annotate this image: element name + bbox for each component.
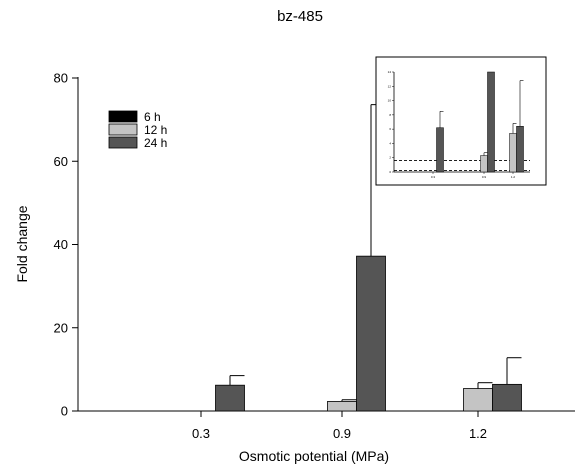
- y-tick-label: 20: [54, 320, 68, 335]
- inset-y-tick-label: 4: [389, 141, 391, 145]
- x-axis-label: Osmotic potential (MPa): [239, 448, 389, 464]
- inset-bar: [509, 133, 517, 173]
- y-tick-label: 0: [61, 404, 68, 419]
- legend-swatch: [108, 110, 138, 123]
- inset-y-tick-label: 8: [389, 113, 391, 117]
- inset-bar: [436, 127, 444, 173]
- bar: [463, 388, 493, 412]
- y-tick-label: 80: [54, 71, 68, 86]
- inset-y-tick-label: 6: [389, 127, 391, 131]
- inset-bar: [487, 71, 495, 173]
- legend-swatch: [108, 136, 138, 149]
- bar: [215, 384, 245, 412]
- chart-title: bz-485: [277, 8, 323, 25]
- y-axis: 0 20 40 60 80: [54, 71, 79, 419]
- inset-y-tick-label: 12: [388, 84, 392, 88]
- legend: 6 h12 h24 h: [108, 110, 167, 150]
- inset-y-tick-label: 10: [388, 99, 392, 103]
- legend-label: 12 h: [144, 123, 167, 137]
- bars: [215, 104, 522, 412]
- inset-x-tick-label: 0.9: [482, 175, 487, 179]
- y-axis-label: Fold change: [14, 205, 30, 282]
- inset-x-tick-label: 1.2: [511, 175, 516, 179]
- x-axis: 0.3 0.9 1.2: [78, 410, 575, 441]
- x-tick-label: 1.2: [469, 426, 487, 441]
- x-tick-label: 0.3: [192, 426, 210, 441]
- inset-x-tick-label: 0.3: [431, 175, 436, 179]
- inset-bar: [516, 126, 524, 173]
- legend-label: 24 h: [144, 136, 167, 150]
- bar: [327, 401, 357, 412]
- inset-y-tick-label: 14: [388, 70, 392, 74]
- inset-chart: 0 2 4 6 8 10 12 14 0.3 0.9 1.2: [375, 56, 547, 186]
- legend-swatch: [108, 123, 138, 136]
- inset-y-tick-label: 2: [389, 156, 391, 160]
- inset-y-tick-label: 0: [389, 170, 391, 174]
- x-tick-label: 0.9: [333, 426, 351, 441]
- inset-bar: [480, 155, 488, 173]
- y-tick-label: 60: [54, 154, 68, 169]
- bar: [492, 383, 522, 412]
- inset-frame: [375, 56, 547, 186]
- bar: [356, 255, 386, 412]
- legend-label: 6 h: [144, 110, 161, 124]
- y-tick-label: 40: [54, 237, 68, 252]
